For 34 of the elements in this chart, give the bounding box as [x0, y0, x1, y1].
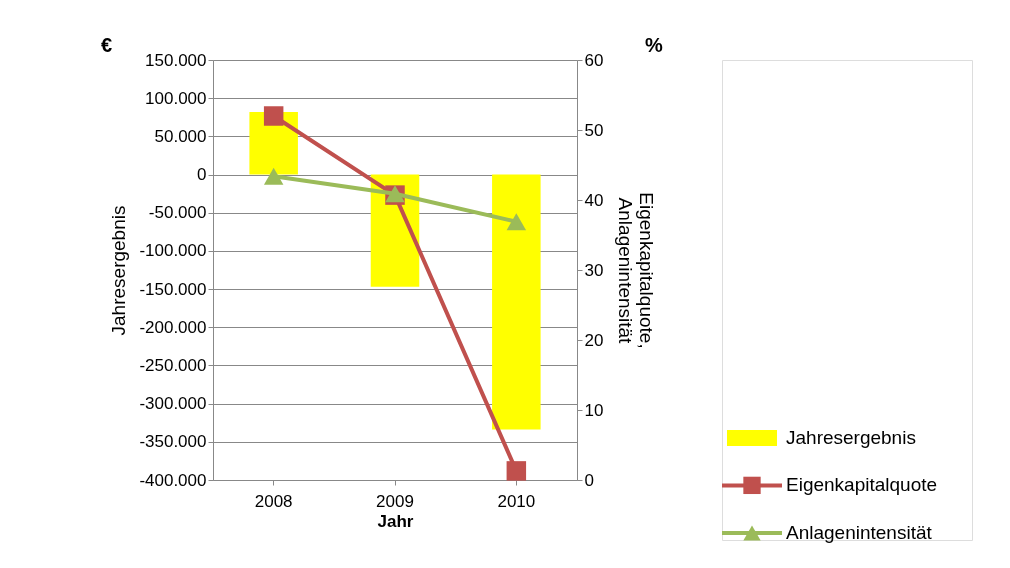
y2-tick-label: 40 — [584, 190, 604, 210]
y2-tick-label: 50 — [584, 120, 604, 140]
y-tick-label: 50.000 — [154, 126, 207, 146]
y2-tick-label: 20 — [584, 330, 604, 350]
y2-tick-label: 60 — [584, 50, 604, 70]
y-tick-label: -50.000 — [148, 203, 207, 223]
legend-label: Eigenkapitalquote — [786, 474, 938, 496]
y-tick-label: -300.000 — [139, 394, 207, 414]
text: % — [645, 34, 663, 56]
y-tick-label: 150.000 — [145, 50, 207, 70]
y-tick-label: -250.000 — [139, 355, 207, 375]
point — [263, 106, 284, 126]
y-tick-label: 0 — [197, 165, 207, 185]
y2-tick-label: 0 — [584, 470, 594, 490]
point — [263, 167, 284, 185]
y2-axis-title: Eigenkapitalquote, Anlagenintensität — [615, 192, 658, 349]
y2-tick-label: 10 — [584, 400, 604, 420]
point — [506, 213, 527, 231]
x-tick-label: 2009 — [376, 491, 414, 511]
legend-label: Anlagenintensität — [786, 521, 933, 543]
y-tick-label: -200.000 — [139, 317, 207, 337]
x-tick-label: 2008 — [254, 491, 293, 511]
x-tick-label: 2010 — [497, 491, 536, 511]
legend-label: Jahresergebnis — [786, 426, 916, 448]
y-tick-label: 100.000 — [145, 88, 207, 108]
y-tick-label: -100.000 — [139, 241, 207, 261]
y2-tick-label: 30 — [584, 260, 604, 280]
text: € — [101, 34, 113, 56]
point — [506, 461, 527, 481]
x-axis-title: Jahr — [377, 511, 414, 531]
y-tick-label: -400.000 — [139, 470, 207, 490]
y-tick-label: -150.000 — [139, 279, 207, 299]
y-axis-title: Jahresergebnis — [108, 205, 130, 336]
y-tick-label: -350.000 — [139, 432, 207, 452]
